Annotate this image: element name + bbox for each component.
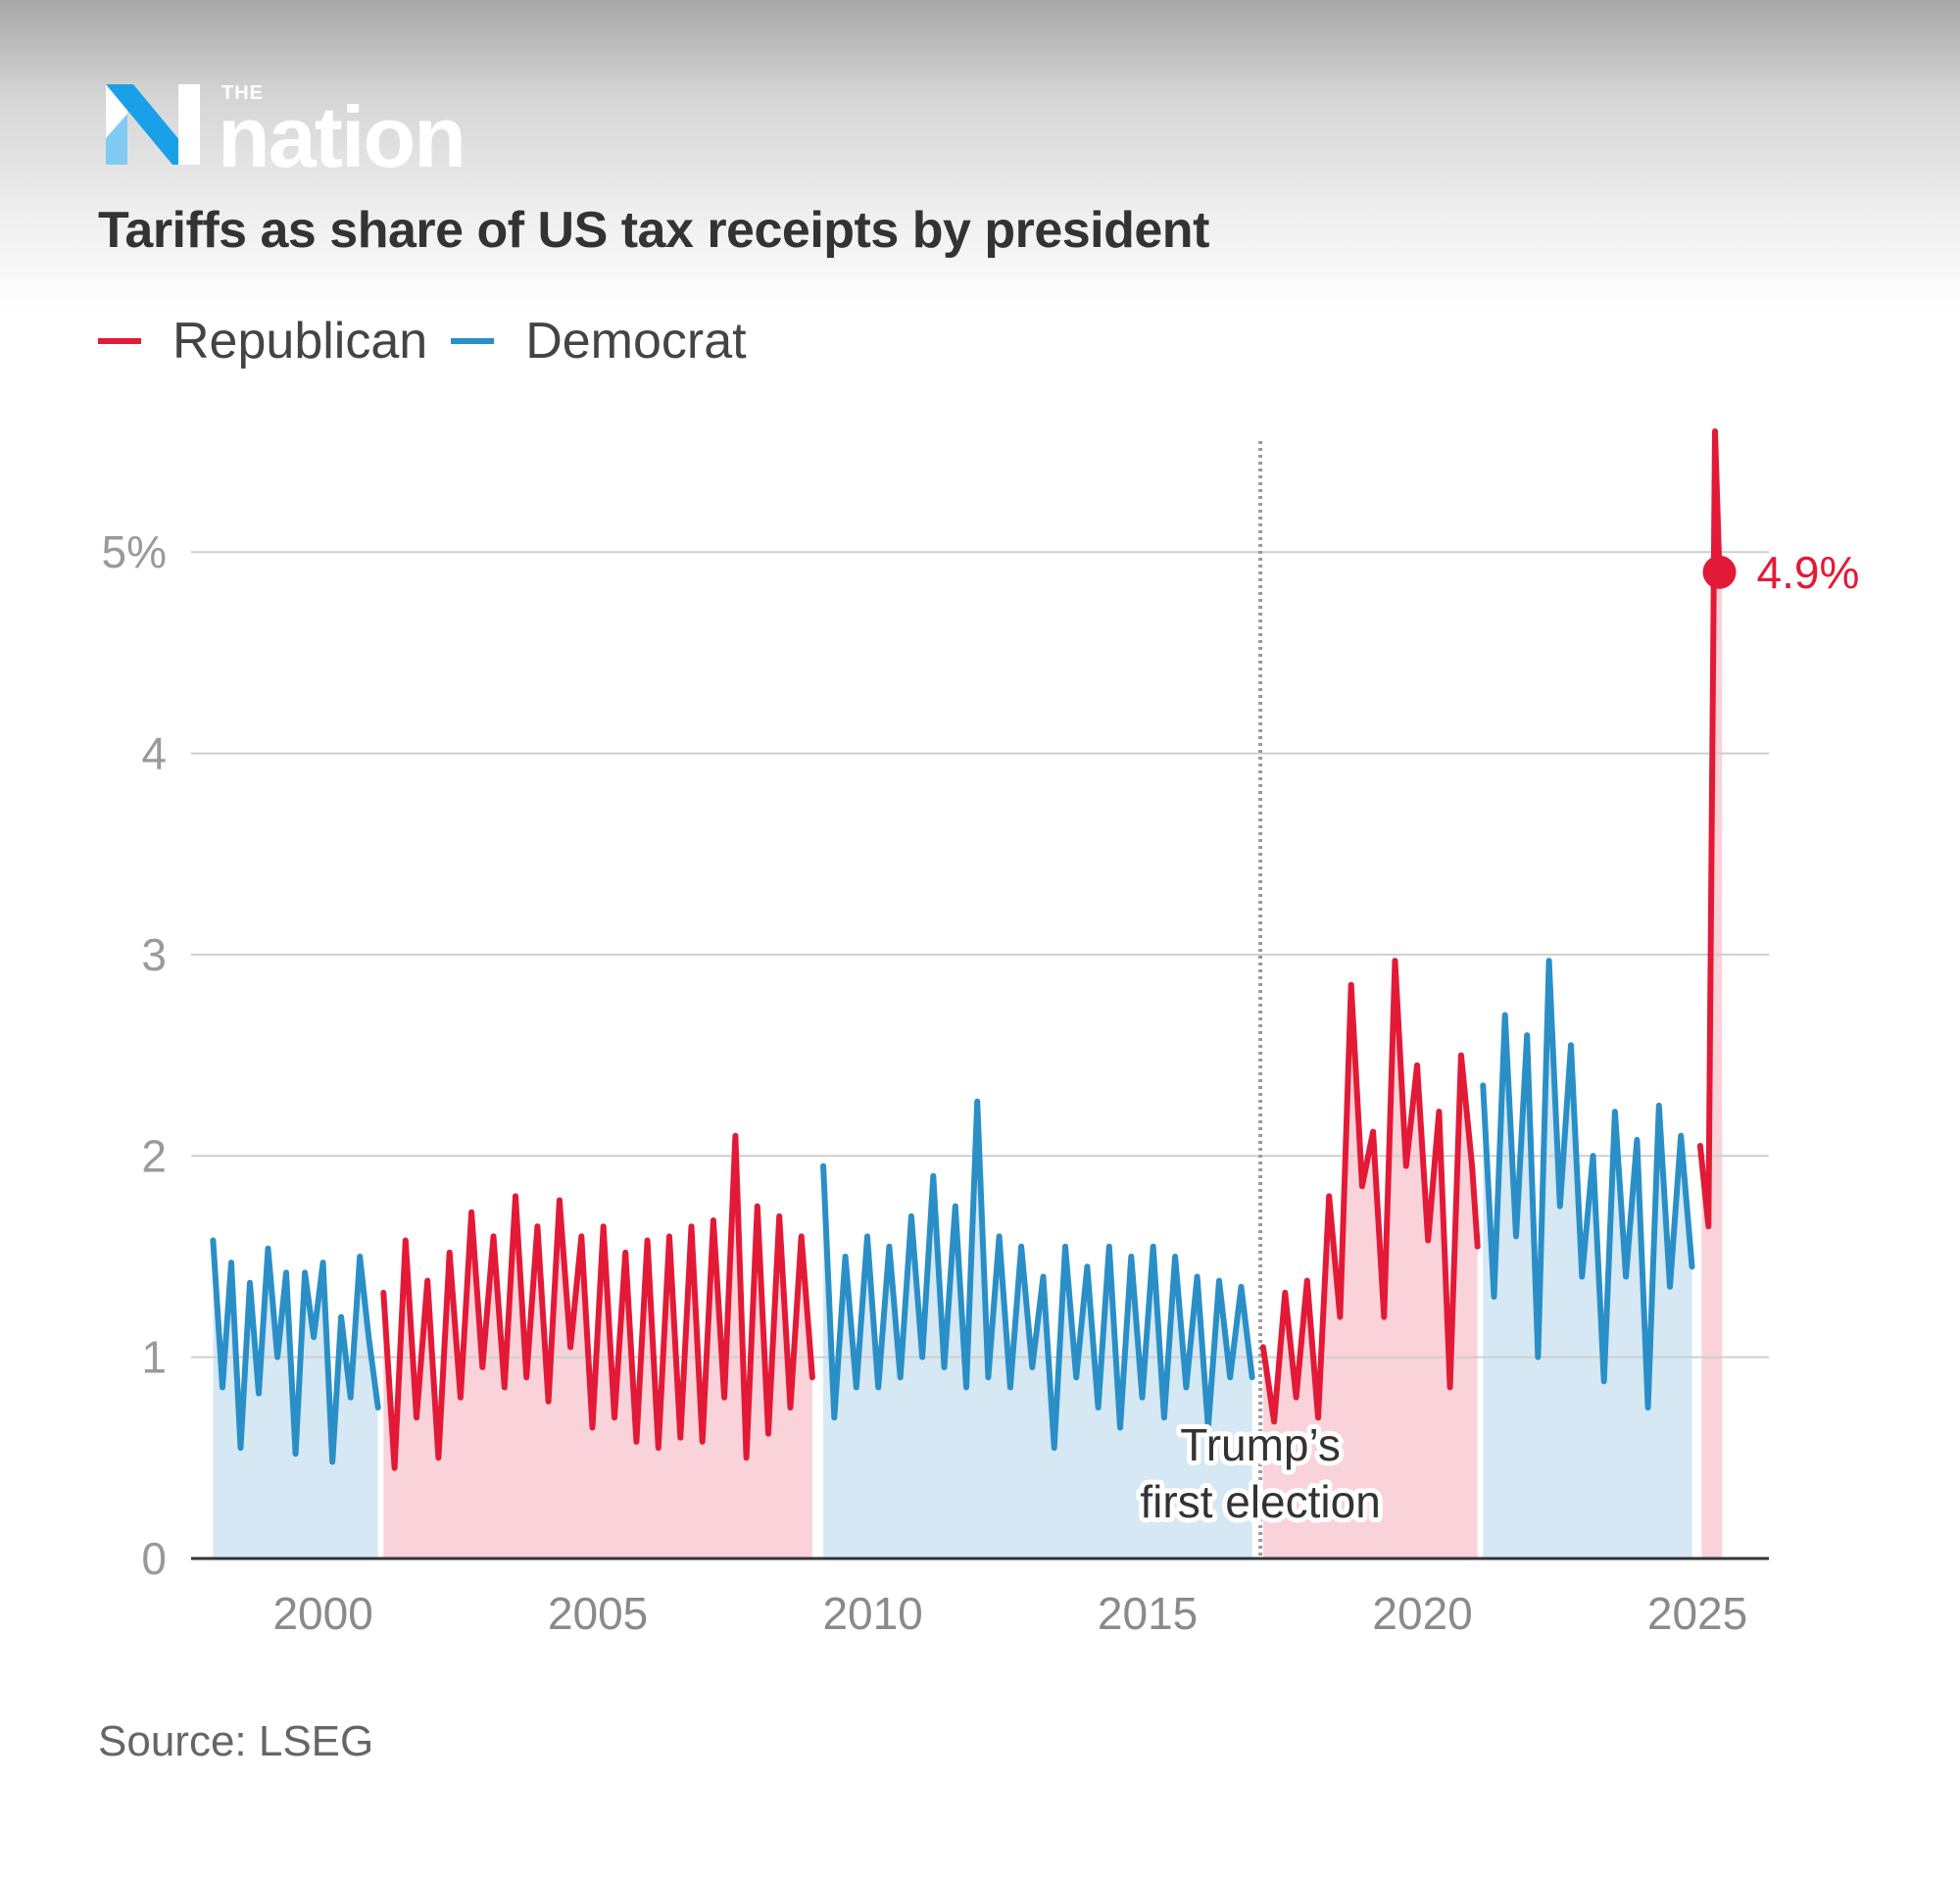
legend-label-democrat: Democrat xyxy=(525,313,747,370)
y-tick-label-5: 5% xyxy=(102,526,167,577)
x-tick-label-2025: 2025 xyxy=(1647,1588,1747,1639)
legend-label-republican: Republican xyxy=(172,313,428,370)
brand-the: THE xyxy=(221,82,264,104)
legend-item-republican: Republican xyxy=(98,312,427,371)
y-tick-label-3: 3 xyxy=(141,929,167,980)
series-line-democrat-4 xyxy=(1480,958,1695,1410)
header-background xyxy=(0,0,1960,314)
x-tick-label-2010: 2010 xyxy=(822,1588,922,1639)
term-area-democrat-0 xyxy=(213,1240,378,1558)
source-note: Source: LSEG xyxy=(98,1717,374,1765)
y-tick-label-1: 1 xyxy=(141,1332,167,1383)
x-tick-label-2015: 2015 xyxy=(1098,1588,1198,1639)
legend-swatch-republican xyxy=(98,338,141,344)
term-area-democrat-4 xyxy=(1483,961,1692,1558)
legend-item-democrat: Democrat xyxy=(451,312,747,371)
y-tick-label-2: 2 xyxy=(141,1130,167,1181)
y-tick-label-0: 0 xyxy=(141,1533,167,1584)
chart-title: Tariffs as share of US tax receipts by p… xyxy=(98,202,1209,259)
y-tick-label-4: 4 xyxy=(141,728,167,779)
series-line-republican-3 xyxy=(1259,958,1481,1425)
series-line-republican-1 xyxy=(380,1132,815,1471)
legend: Republican Democrat xyxy=(98,312,770,371)
series-line-democrat-2 xyxy=(820,1098,1255,1452)
election-annotation-line-2: first election xyxy=(1140,1476,1380,1527)
legend-swatch-democrat xyxy=(451,338,495,344)
latest-value-label: 4.9% xyxy=(1757,547,1860,598)
latest-value-point xyxy=(1702,555,1737,589)
election-annotation-line-1: Trump’s xyxy=(1180,1419,1341,1470)
x-tick-label-2000: 2000 xyxy=(272,1588,372,1639)
brand-name: nation xyxy=(218,88,466,185)
x-tick-label-2005: 2005 xyxy=(548,1588,648,1639)
series-line-democrat-0 xyxy=(210,1237,381,1465)
x-tick-label-2020: 2020 xyxy=(1372,1588,1472,1639)
nation-logo-icon xyxy=(106,84,200,165)
brand-logo[interactable]: THE nation xyxy=(106,80,517,180)
